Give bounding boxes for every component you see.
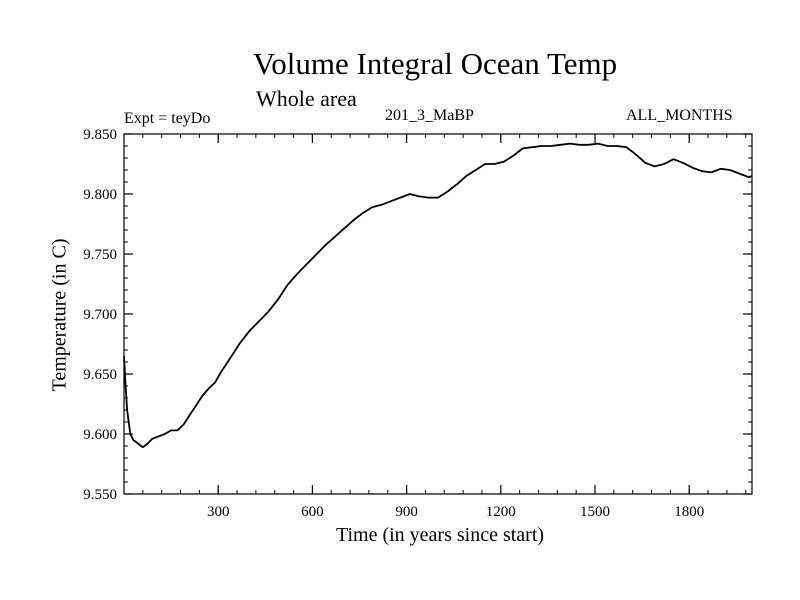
x-axis-label: Time (in years since start) [335,524,545,546]
y-tick-label: 9.850 [83,127,117,143]
x-tick-label: 300 [207,504,230,520]
y-tick-label: 9.600 [83,427,117,443]
chart-title: Volume Integral Ocean Temp [252,46,618,81]
y-tick-label: 9.550 [83,487,117,503]
y-tick-label: 9.750 [83,247,117,263]
chart-subtitle: Whole area [256,86,357,111]
x-tick-label: 900 [395,504,418,520]
y-tick-label: 9.800 [83,187,117,203]
series-line [123,142,753,449]
series-layer [123,142,753,449]
months-label: ALL_MONTHS [626,107,733,124]
y-tick-label: 9.650 [83,367,117,383]
plot-frame [123,133,753,495]
x-tick-label: 1500 [580,504,610,520]
tick-labels-layer: 300 600 900 1200 1500 1800 9.550 9.600 9.650 9.70… [83,127,704,520]
experiment-label: Expt = teyDo [124,110,211,127]
x-tick-label: 600 [301,504,324,520]
ticks-layer [123,133,752,495]
x-tick-label: 1200 [486,504,516,520]
y-tick-label: 9.700 [83,307,117,323]
x-tick-label: 1800 [674,504,704,520]
run-label: 201_3_MaBP [385,107,474,124]
